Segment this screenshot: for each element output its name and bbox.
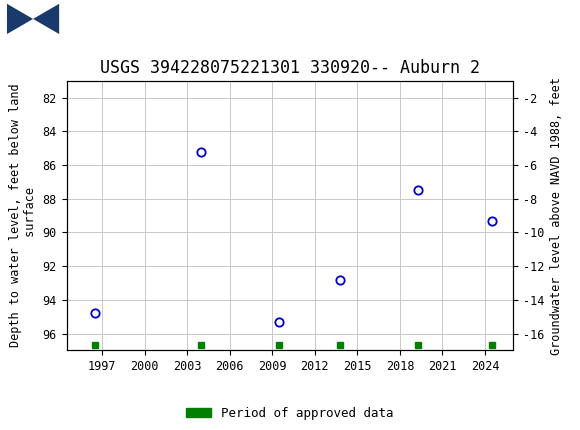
FancyBboxPatch shape <box>7 4 59 34</box>
Legend: Period of approved data: Period of approved data <box>181 402 399 425</box>
Y-axis label: Groundwater level above NAVD 1988, feet: Groundwater level above NAVD 1988, feet <box>550 77 563 355</box>
Polygon shape <box>7 4 33 34</box>
Polygon shape <box>33 4 59 34</box>
Text: USGS: USGS <box>66 12 113 26</box>
Y-axis label: Depth to water level, feet below land
 surface: Depth to water level, feet below land su… <box>9 84 37 347</box>
Title: USGS 394228075221301 330920-- Auburn 2: USGS 394228075221301 330920-- Auburn 2 <box>100 58 480 77</box>
